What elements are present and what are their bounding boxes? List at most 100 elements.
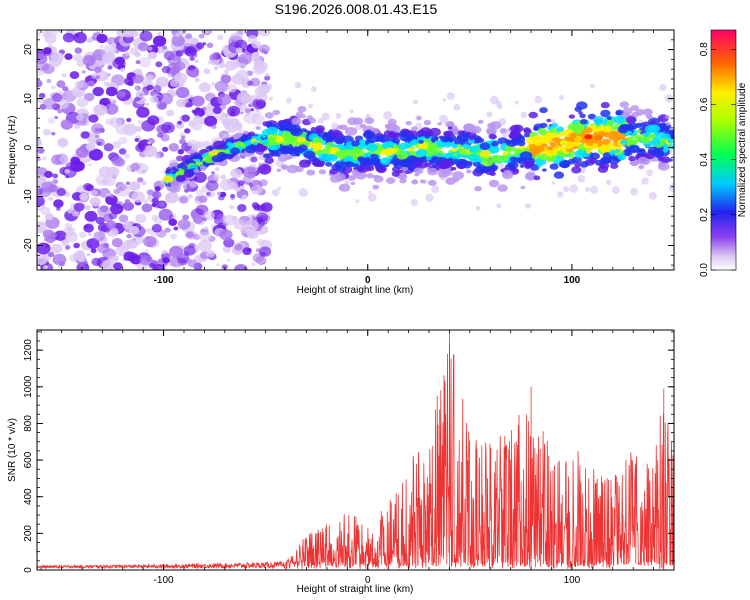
spectrogram-band-blob: [345, 144, 353, 150]
spectrogram-band-blob: [437, 152, 443, 157]
spectrogram-band-blob: [372, 184, 380, 190]
spectrogram-band-blob: [236, 141, 243, 146]
spectrogram-band-blob: [290, 127, 303, 137]
spectrogram-noise-blob: [126, 117, 132, 123]
spectrogram-faint-blob: [646, 169, 654, 177]
spectrogram-band-blob: [386, 177, 396, 184]
spectrogram-noise-blob: [37, 221, 47, 234]
spectrogram-noise-blob: [47, 44, 53, 48]
x-tick-label: 100: [564, 275, 581, 286]
spectrogram-noise-blob: [161, 249, 168, 255]
spectrogram-noise-blob: [139, 255, 152, 266]
spectrogram-band-blob: [606, 127, 612, 132]
colorbar-label: Normalized spectral amplitude: [737, 82, 748, 217]
spectrogram-band-blob: [488, 179, 500, 188]
spectrogram-band-blob: [295, 165, 304, 173]
spectrogram-band-blob: [419, 179, 426, 184]
spectrogram-band-blob: [546, 118, 552, 123]
spectrogram-band-blob: [295, 153, 301, 157]
spectrogram-noise-blob: [181, 114, 190, 122]
spectrogram-noise-blob: [185, 33, 193, 39]
spectrogram-noise-blob: [241, 228, 253, 238]
spectrogram-peak: [574, 137, 582, 143]
spectrogram-band-blob: [264, 157, 274, 164]
spectrogram-band-blob: [579, 161, 589, 168]
spectrogram-noise-blob: [203, 68, 211, 75]
y-tick-label: 600: [23, 451, 34, 468]
spectrogram-band-blob: [391, 166, 400, 173]
spectrogram-noise-blob: [214, 80, 229, 93]
spectrogram-noise-blob: [194, 77, 200, 82]
y-tick-label: 400: [23, 488, 34, 505]
spectrogram-band-blob: [224, 149, 230, 154]
spectrogram-noise-blob: [48, 184, 58, 193]
spectrogram-noise-blob: [88, 232, 92, 236]
spectrogram-band-blob: [217, 151, 227, 159]
spectrogram-band-blob: [276, 168, 282, 172]
spectrogram-noise-blob: [177, 219, 191, 230]
spectrogram-band-blob: [166, 170, 172, 174]
spectrogram-band-blob: [277, 154, 289, 162]
spectrogram-band-blob: [553, 171, 565, 179]
spectrogram-faint-blob: [294, 81, 302, 89]
spectrogram-noise-blob: [182, 180, 188, 185]
spectrogram-noise-blob: [187, 259, 197, 268]
spectrogram-noise-blob: [53, 199, 64, 208]
spectrogram-noise-blob: [240, 111, 244, 115]
spectrogram-noise-blob: [37, 175, 47, 185]
spectrogram-noise-blob: [106, 256, 117, 265]
spectrogram-noise-blob: [264, 75, 271, 81]
spectrogram-band-blob: [467, 138, 475, 144]
spectrogram-band-blob: [329, 136, 337, 142]
spectrogram-faint-blob: [344, 179, 350, 185]
spectrogram-band-blob: [479, 165, 491, 174]
colorbar-tick-label: 0.6: [699, 97, 710, 111]
spectrogram-band-blob: [479, 149, 491, 158]
spectrogram-noise-blob: [250, 184, 263, 195]
spectrogram-noise-blob: [107, 65, 113, 70]
spectrogram-noise-blob: [40, 206, 51, 216]
spectrogram-band-blob: [243, 131, 249, 135]
spectrogram-band-blob: [590, 152, 600, 160]
colorbar-gradient: [711, 30, 736, 270]
spectrogram-noise-blob: [216, 34, 224, 41]
spectrogram-band-blob: [571, 166, 582, 174]
spectrogram-band-blob: [477, 119, 484, 124]
spectrogram-band-blob: [241, 137, 247, 142]
spectrogram-noise-blob: [195, 141, 205, 149]
spectrogram-frame: [36, 29, 675, 271]
spectrogram-noise-blob: [37, 147, 45, 154]
spectrogram-band-blob: [560, 147, 567, 152]
spectrogram-band-blob: [628, 122, 639, 130]
spectrogram-noise-blob: [168, 143, 179, 152]
spectrogram-band-blob: [189, 149, 196, 154]
spectrogram-band-blob: [659, 138, 667, 144]
y-tick-label: 20: [23, 44, 34, 56]
spectrogram-band-blob: [497, 184, 508, 192]
spectrogram-noise-blob: [240, 197, 245, 201]
spectrogram-band-blob: [416, 116, 422, 120]
spectrogram-noise-blob: [103, 143, 114, 152]
spectrogram-band-blob: [653, 149, 665, 157]
spectrogram-band-blob: [245, 145, 257, 154]
spectrogram-band-blob: [423, 120, 432, 126]
spectrogram-noise-blob: [118, 214, 129, 223]
spectrogram-noise-blob: [104, 103, 119, 115]
spectrogram-noise-blob: [180, 135, 186, 140]
spectrogram-band-blob: [413, 167, 424, 175]
spectrogram-noise-blob: [137, 119, 143, 125]
spectrogram-noise-blob: [91, 123, 104, 135]
spectrogram-band-blob: [610, 163, 619, 170]
spectrogram-band-blob: [469, 145, 479, 153]
spectrogram-band-blob: [523, 127, 531, 133]
colorbar-frame: [710, 29, 737, 271]
spectrogram-faint-blob: [335, 112, 342, 119]
spectrogram-band-blob: [362, 162, 369, 166]
spectrogram-noise-blob: [192, 215, 204, 224]
spectrogram-noise-blob: [260, 48, 266, 53]
spectrogram-band-blob: [667, 138, 674, 144]
spectrogram-band-blob: [306, 169, 316, 176]
spectrogram-band-blob: [326, 153, 338, 162]
spectrogram-band-blob: [452, 152, 458, 157]
